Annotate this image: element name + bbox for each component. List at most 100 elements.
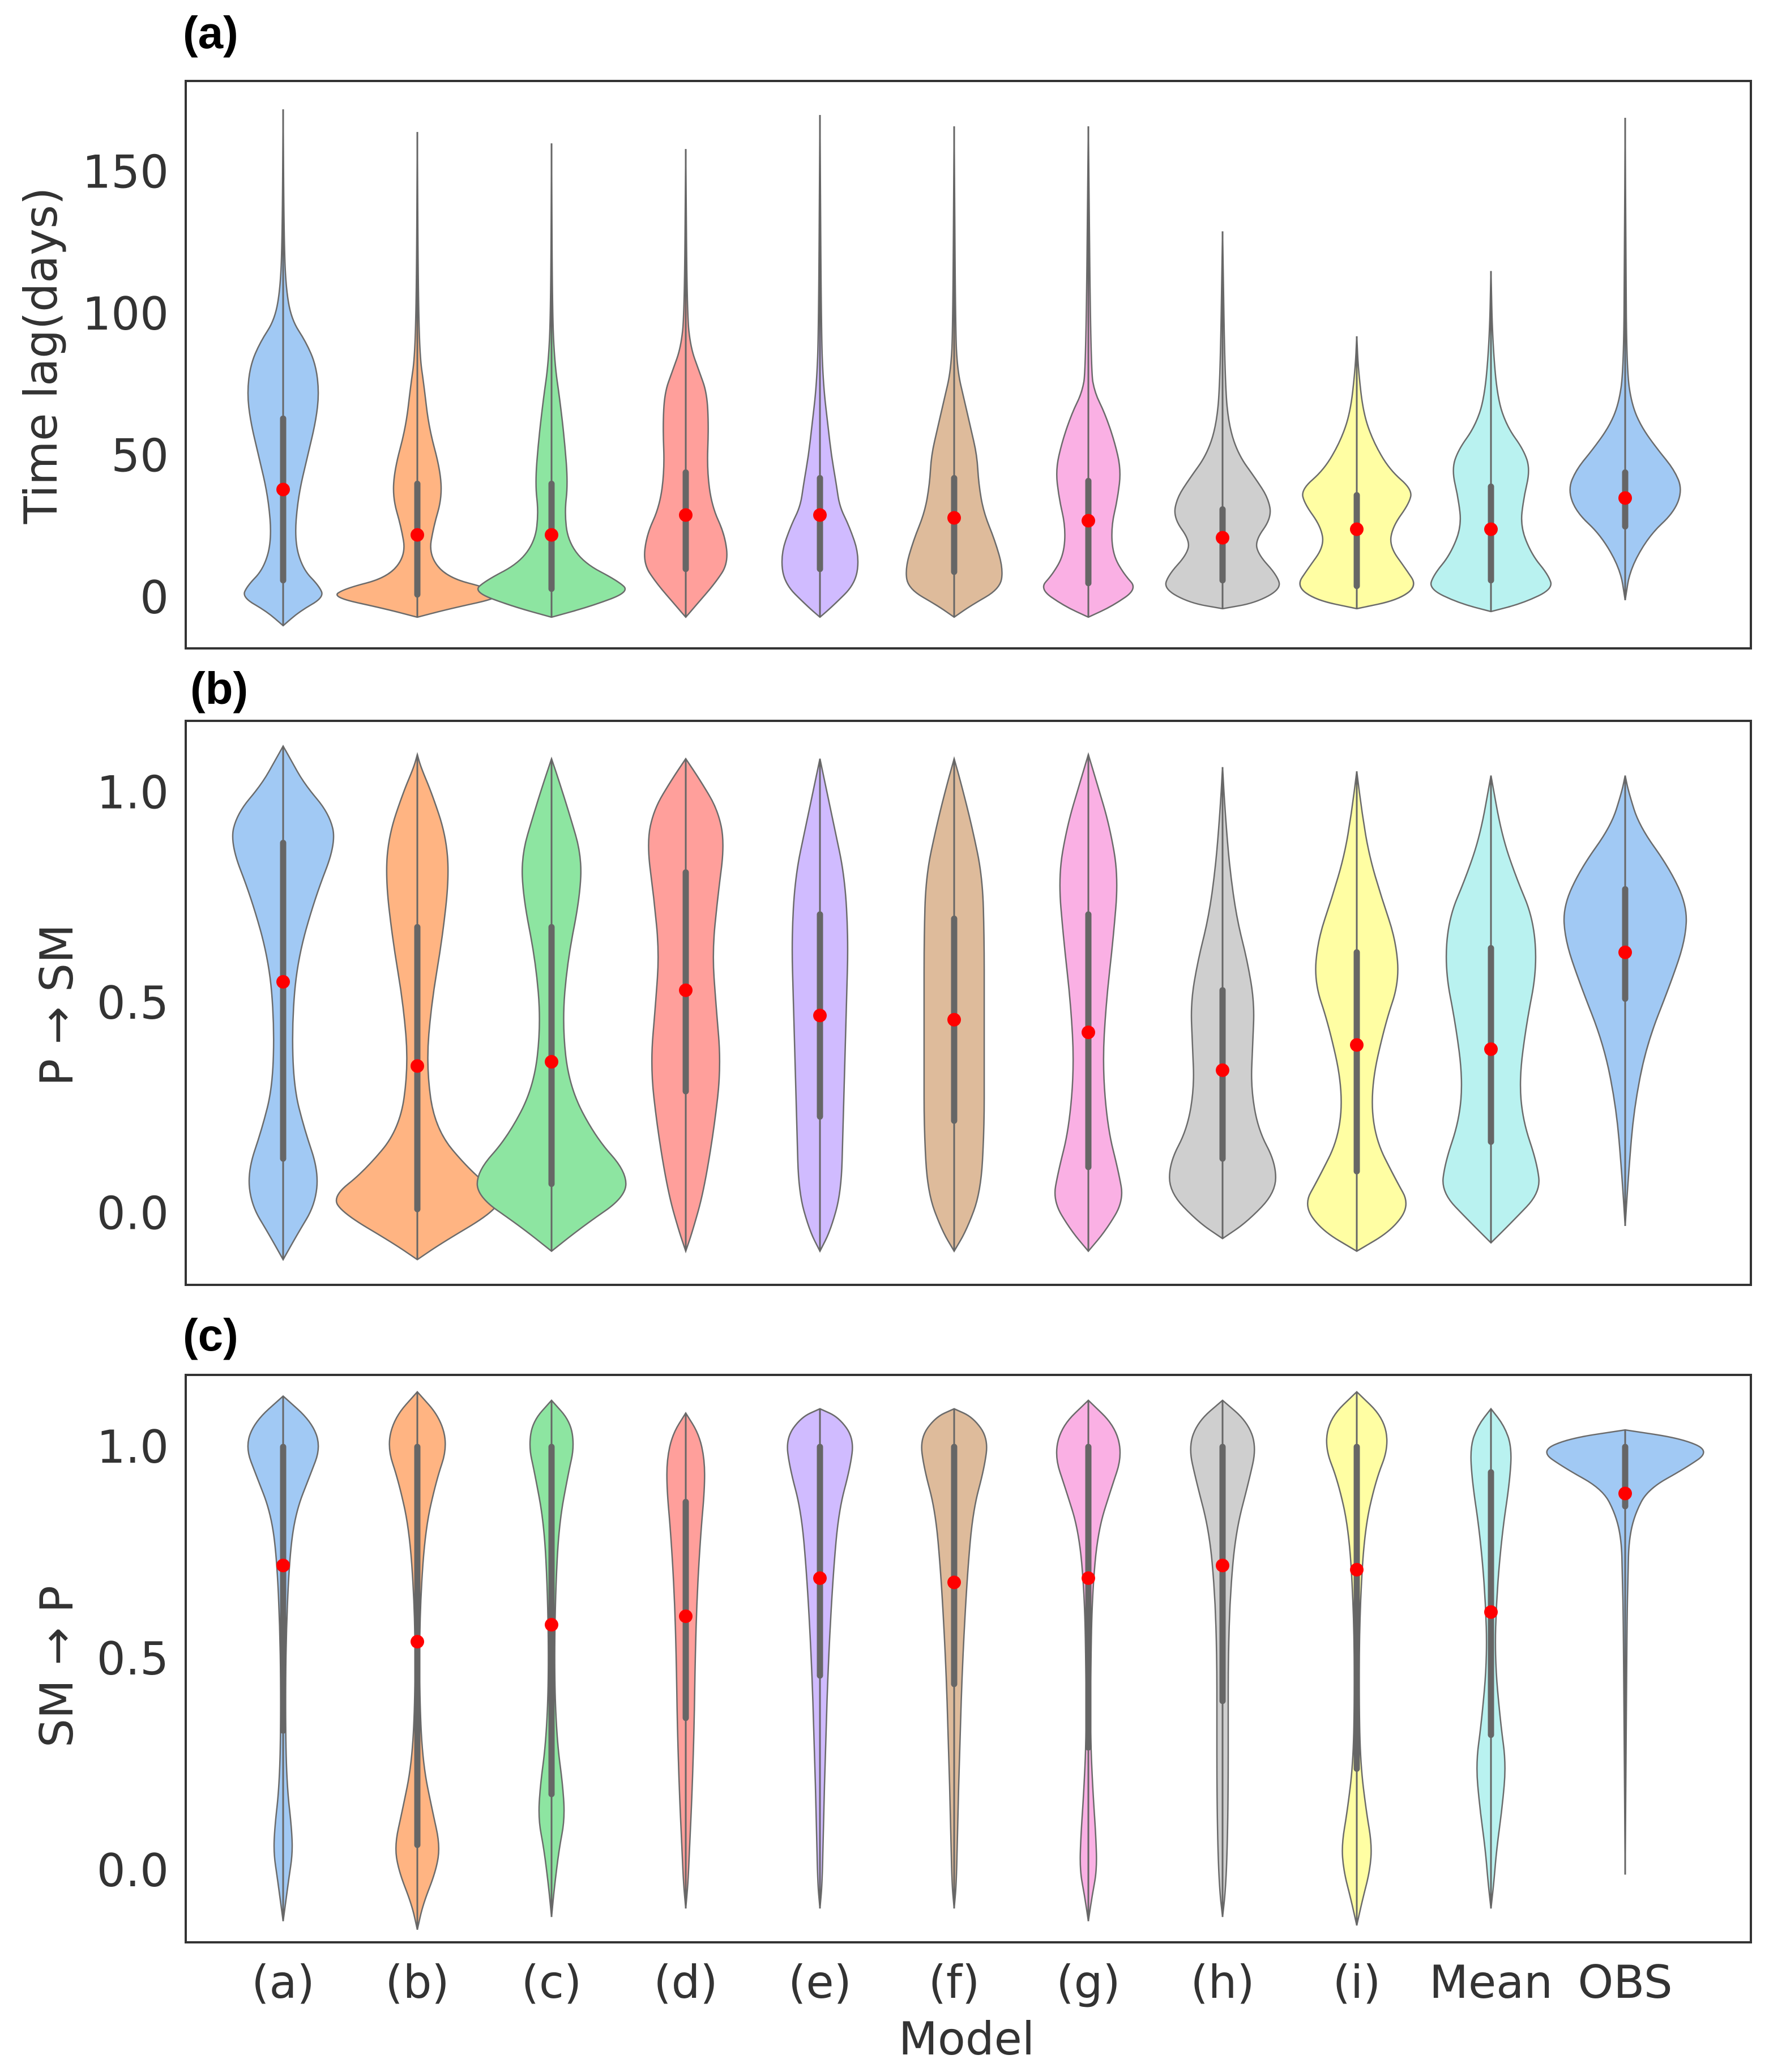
violin-7 xyxy=(1042,126,1134,618)
median-marker xyxy=(276,482,290,497)
violin-4 xyxy=(644,149,728,618)
panel-label-b: (b) xyxy=(190,663,248,714)
median-marker xyxy=(1082,1026,1095,1040)
violin-10 xyxy=(1470,1407,1512,1909)
x-ticks-c: (a) (b) (c) (d) (e) (f) (g) (h) (i) Mean OBS xyxy=(251,1956,1672,2009)
median-marker xyxy=(411,1635,424,1649)
violin-5 xyxy=(781,115,859,618)
median-marker xyxy=(276,1558,290,1573)
y-tick-label: 0.5 xyxy=(97,977,169,1029)
violin-6 xyxy=(921,1408,988,1909)
median-marker xyxy=(679,508,693,522)
median-marker xyxy=(1350,522,1364,536)
violin-9 xyxy=(1326,1391,1388,1926)
x-tick-label: (c) xyxy=(522,1956,582,2009)
median-marker xyxy=(545,528,558,542)
median-marker xyxy=(1350,1038,1364,1052)
median-marker xyxy=(1082,1571,1095,1585)
plot-frame-b xyxy=(185,720,1752,1286)
median-marker xyxy=(1350,1562,1364,1577)
panel-c: (c) SM → P 0.00.51.0 (a) (b) (c) (d) (e) (f)(… xyxy=(31,1310,1752,2065)
violins-group-b xyxy=(232,745,1687,1261)
panel-label-c: (c) xyxy=(183,1310,238,1360)
violin-1 xyxy=(247,1395,319,1921)
median-marker xyxy=(276,975,290,989)
violin-4 xyxy=(648,757,724,1254)
violin-4 xyxy=(666,1411,706,1909)
median-marker xyxy=(1216,531,1229,545)
violin-6 xyxy=(905,126,1003,618)
panel-b: (b) P → SM 0.0 0.5 1.0 xyxy=(31,663,1752,1286)
x-tick-label: Mean xyxy=(1429,1956,1553,2009)
x-tick-label: (b) xyxy=(385,1956,449,2009)
violin-9 xyxy=(1307,771,1407,1252)
y-tick-label: 150 xyxy=(82,146,169,198)
violin-8 xyxy=(1169,767,1277,1240)
violin-2 xyxy=(336,132,498,618)
x-tick-label: (f) xyxy=(929,1956,980,2009)
median-marker xyxy=(1618,945,1632,959)
median-marker xyxy=(813,1009,827,1023)
violin-1 xyxy=(243,109,323,627)
violin-7 xyxy=(1054,752,1123,1253)
y-ticks-a: 0 50 100 150 xyxy=(82,146,169,623)
median-marker xyxy=(545,1618,558,1632)
y-tick-label: 1.0 xyxy=(97,766,169,819)
median-marker xyxy=(679,983,693,997)
median-marker xyxy=(1484,1605,1498,1619)
y-axis-label-b: P → SM xyxy=(31,924,83,1086)
y-tick-label: 50 xyxy=(111,429,169,482)
median-marker xyxy=(1484,522,1498,536)
violins-group-a xyxy=(243,109,1681,627)
violin-1 xyxy=(232,745,335,1261)
x-tick-label: (d) xyxy=(653,1956,717,2009)
violin-11 xyxy=(1563,775,1687,1226)
y-ticks-b: 0.0 0.5 1.0 xyxy=(97,766,169,1240)
violin-3 xyxy=(477,143,626,618)
x-tick-label: (g) xyxy=(1056,1956,1120,2009)
median-marker xyxy=(1082,514,1095,528)
y-axis-label-a: Time lag(days) xyxy=(15,187,67,525)
violin-10 xyxy=(1442,775,1540,1244)
median-marker xyxy=(947,1575,961,1590)
violin-10 xyxy=(1430,271,1552,613)
y-axis-label-c: SM → P xyxy=(31,1586,83,1748)
plot-frame-a xyxy=(185,80,1752,650)
x-tick-label: OBS xyxy=(1578,1956,1672,2009)
x-tick-label: (i) xyxy=(1333,1956,1381,2009)
violin-8 xyxy=(1165,231,1280,610)
violin-3 xyxy=(529,1399,574,1917)
violin-5 xyxy=(791,758,849,1253)
median-marker xyxy=(1484,1042,1498,1056)
y-tick-label: 0.5 xyxy=(97,1633,169,1685)
x-tick-label: (e) xyxy=(788,1956,852,2009)
x-tick-label: (h) xyxy=(1190,1956,1254,2009)
median-marker xyxy=(679,1609,693,1624)
violin-2 xyxy=(388,1391,446,1930)
y-ticks-c: 0.0 0.5 1.0 xyxy=(97,1421,169,1897)
violin-9 xyxy=(1299,336,1415,610)
violin-5 xyxy=(787,1408,853,1909)
violin-3 xyxy=(476,756,627,1253)
median-marker xyxy=(411,1059,424,1073)
y-tick-label: 1.0 xyxy=(97,1421,169,1473)
median-marker xyxy=(947,1012,961,1027)
median-marker xyxy=(1216,1558,1229,1573)
violin-11 xyxy=(1546,1429,1704,1875)
violin-2 xyxy=(335,751,499,1261)
y-tick-label: 0 xyxy=(140,571,169,624)
median-marker xyxy=(813,508,827,522)
median-marker xyxy=(411,528,424,542)
violin-7 xyxy=(1056,1399,1121,1921)
panel-a: (a) Time lag(days) 0 50 100 150 xyxy=(15,7,1752,650)
median-marker xyxy=(1618,1486,1632,1501)
y-tick-label: 0.0 xyxy=(97,1844,169,1897)
x-axis-label: Model xyxy=(899,2013,1035,2065)
violins-group-c xyxy=(247,1391,1704,1930)
y-tick-label: 0.0 xyxy=(97,1187,169,1240)
violin-8 xyxy=(1190,1399,1255,1917)
y-tick-label: 100 xyxy=(82,288,169,340)
median-marker xyxy=(545,1055,558,1069)
plot-frame-c xyxy=(185,1374,1752,1943)
